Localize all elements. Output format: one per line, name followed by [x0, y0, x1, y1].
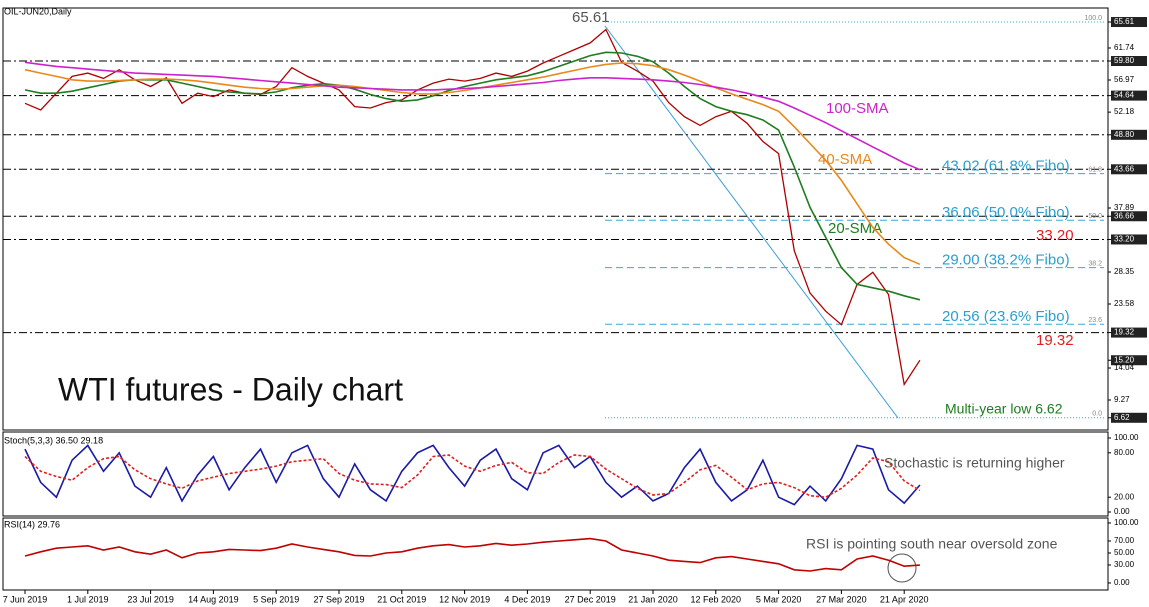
- x-tick-label: 21 Jan 2020: [628, 594, 678, 604]
- rsi-note: RSI is pointing south near oversold zone: [806, 536, 1058, 552]
- y-tick-label: 28.35: [1114, 267, 1135, 276]
- tick-box: [1111, 56, 1147, 67]
- y-tick-label: 70.00: [1114, 536, 1135, 545]
- y-tick-label: 0.00: [1114, 578, 1130, 587]
- series-line: [24, 444, 921, 506]
- fibo-ratio: 50.0: [1088, 213, 1102, 220]
- series-line: [24, 62, 921, 266]
- chart-heading: WTI futures - Daily chart: [58, 371, 403, 407]
- tick-box: [1111, 327, 1147, 338]
- y-tick-label: 61.74: [1114, 43, 1135, 52]
- x-tick-label: 27 Dec 2019: [565, 594, 616, 604]
- series-line: [24, 51, 921, 301]
- fibo-ratio: 61.8: [1088, 166, 1102, 173]
- y-tick-label: 36.66: [1114, 211, 1135, 220]
- x-tick-label: 27 Mar 2020: [816, 594, 867, 604]
- sma100-label: 100-SMA: [826, 100, 889, 117]
- fibo-label: 29.00 (38.2% Fibo): [942, 252, 1070, 269]
- x-tick-label: 12 Feb 2020: [691, 594, 742, 604]
- y-tick-label: 15.20: [1114, 355, 1135, 364]
- y-tick-label: 56.97: [1114, 75, 1135, 84]
- x-tick-label: 12 Nov 2019: [439, 594, 490, 604]
- y-tick-label: 0.00: [1114, 507, 1130, 516]
- tick-box: [1111, 234, 1147, 245]
- y-tick-label: 65.61: [1114, 17, 1135, 26]
- low-label: Multi-year low 6.62: [945, 401, 1063, 417]
- peak-label: 65.61: [572, 9, 610, 26]
- fibo-ratio: 0.0: [1092, 411, 1102, 418]
- highlight-circle: [887, 553, 917, 583]
- fibo-ratio: 100.0: [1084, 15, 1102, 22]
- fibo-label: 20.56 (23.6% Fibo): [942, 308, 1070, 325]
- fibo-ratio: 23.6: [1088, 317, 1102, 324]
- sma20-label: 20-SMA: [828, 220, 882, 237]
- x-tick-label: 5 Mar 2020: [756, 594, 802, 604]
- x-tick-label: 5 Sep 2019: [253, 594, 299, 604]
- panel-frame: [2, 431, 1109, 517]
- y-tick-label: 54.64: [1114, 91, 1135, 100]
- tick-box: [1111, 129, 1147, 140]
- series-line: [24, 61, 921, 171]
- y-tick-label: 30.00: [1114, 560, 1135, 569]
- tick-box: [1111, 355, 1147, 366]
- tick-box: [1111, 164, 1147, 175]
- y-tick-label: 14.04: [1114, 363, 1135, 372]
- sma40-label: 40-SMA: [818, 151, 872, 168]
- y-tick-label: 33.20: [1114, 235, 1135, 244]
- y-tick-label: 37.89: [1114, 203, 1135, 212]
- price-title: OIL-JUN20,Daily: [4, 6, 72, 16]
- rsi-title: RSI(14) 29.76: [4, 519, 60, 529]
- y-tick-label: 6.62: [1114, 413, 1130, 422]
- fibo-label: 36.06 (50.0% Fibo): [942, 204, 1070, 221]
- panel-frame: [2, 517, 1109, 591]
- x-tick-label: 7 Jun 2019: [3, 594, 48, 604]
- series-line: [24, 28, 921, 387]
- support-label: 19.32: [1036, 332, 1074, 349]
- x-tick-label: 4 Dec 2019: [504, 594, 550, 604]
- panel-frame: [2, 7, 1109, 431]
- y-tick-label: 59.80: [1114, 56, 1135, 65]
- x-tick-label: 27 Sep 2019: [313, 594, 364, 604]
- series-line: [24, 454, 921, 499]
- x-tick-label: 21 Oct 2019: [377, 594, 426, 604]
- fibo-label: 43.02 (61.8% Fibo): [942, 158, 1070, 175]
- stoch-title: Stoch(5,3,3) 36.50 29.18: [4, 435, 103, 445]
- x-tick-label: 21 Apr 2020: [880, 594, 929, 604]
- y-tick-label: 52.18: [1114, 107, 1135, 116]
- y-tick-label: 43.66: [1114, 164, 1135, 173]
- y-tick-label: 9.27: [1114, 395, 1130, 404]
- y-tick-label: 80.00: [1114, 448, 1135, 457]
- y-tick-label: 19.32: [1114, 328, 1135, 337]
- stoch-note: Stochastic is returning higher: [884, 455, 1065, 471]
- trend-line: [604, 25, 899, 419]
- series-line: [24, 537, 920, 572]
- x-tick-label: 23 Jul 2019: [127, 594, 174, 604]
- x-tick-label: 14 Aug 2019: [188, 594, 239, 604]
- tick-box: [1111, 412, 1147, 423]
- fibo-ratio: 38.2: [1088, 260, 1102, 267]
- tick-box: [1111, 90, 1147, 101]
- tick-box: [1111, 17, 1147, 28]
- resistance-label: 33.20: [1036, 227, 1074, 244]
- tick-box: [1111, 211, 1147, 222]
- y-tick-label: 100.00: [1114, 518, 1139, 527]
- x-tick-label: 1 Jul 2019: [67, 594, 109, 604]
- y-tick-label: 100.00: [1114, 433, 1139, 442]
- y-tick-label: 23.58: [1114, 299, 1135, 308]
- y-tick-label: 50.00: [1114, 548, 1135, 557]
- y-tick-label: 20.00: [1114, 492, 1135, 501]
- y-tick-label: 48.80: [1114, 130, 1135, 139]
